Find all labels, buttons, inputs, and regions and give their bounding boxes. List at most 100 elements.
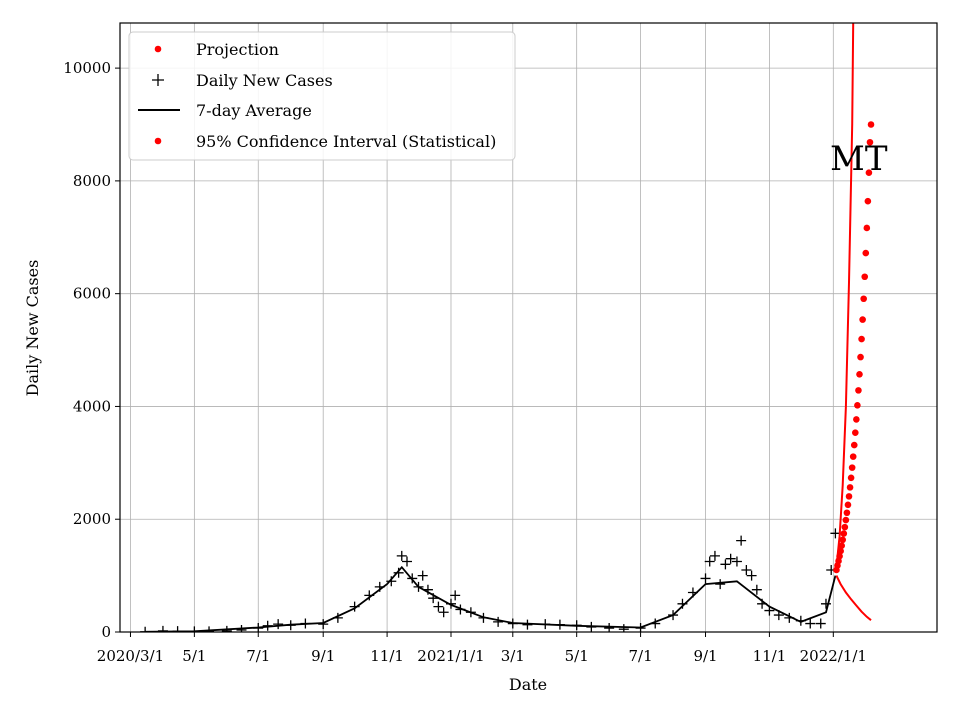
y-axis: 0 2000 4000 6000 8000 10000 [63,59,120,641]
projection-point [863,224,871,232]
daily-new-cases-point [172,626,183,632]
daily-new-cases-point [318,619,329,630]
projection-point [859,316,866,323]
y-tick-label: 0 [101,623,111,641]
x-tick-label: 11/1 [370,647,404,665]
projection-point [852,429,859,436]
daily-new-cases-point [300,618,311,629]
legend-label-projection: Projection [196,40,279,59]
x-tick-label: 9/1 [311,647,335,665]
x-tick-label: 2020/3/1 [97,647,164,665]
daily-new-cases-point [668,610,679,621]
y-tick-label: 6000 [73,285,111,303]
daily-new-cases-point [253,623,264,632]
legend-marker-daily-new-cases [152,74,164,86]
y-tick-label: 2000 [73,510,111,528]
projection-point [840,530,848,537]
x-tick-label: 5/1 [182,647,206,665]
daily-new-cases-point [773,610,784,621]
daily-new-cases-point [422,584,433,595]
projection-point [853,416,860,423]
x-tick-label: 3/1 [501,647,525,665]
legend-marker-confidence-interval [154,137,162,145]
projection-point [837,547,844,555]
projection-point [850,441,858,449]
daily-new-cases-point [157,625,168,632]
projection-point [845,493,853,500]
daily-new-cases-point [784,612,795,623]
daily-new-cases-point [417,570,428,581]
daily-new-cases-point [650,618,661,629]
daily-new-cases-point [374,581,385,592]
projection-point [843,509,851,517]
projection-point [846,484,854,491]
projection-point [856,371,863,378]
daily-new-cases-point [386,576,397,587]
x-tick-label: 5/1 [565,647,589,665]
projection-point [849,453,857,460]
projection-point [838,542,845,550]
daily-new-cases-point [393,567,404,578]
confidence-lower-line [835,575,872,621]
daily-new-cases-point [751,584,762,595]
projection-point [847,474,855,482]
legend-label-confidence-interval: 95% Confidence Interval (Statistical) [196,132,496,151]
daily-new-cases-point [450,590,461,601]
daily-new-cases-point [815,618,826,629]
projection-point [858,335,865,343]
projection-point [866,138,874,146]
daily-new-cases-point [709,550,720,561]
projection-point [839,536,847,544]
daily-new-cases-point [433,601,444,612]
projection-point [861,273,869,281]
x-axis-label: Date [509,675,547,694]
legend-box [128,31,516,161]
daily-new-cases-point [715,579,726,590]
projection-point [860,295,867,303]
daily-new-cases-point [805,618,816,629]
daily-new-cases-point [635,623,646,632]
legend: Projection Daily New Cases 7-day Average… [128,31,516,161]
projection-point [867,121,875,128]
daily-new-cases-point [571,620,582,631]
plot-frame [119,22,938,633]
projection-point [857,353,864,361]
projection-point [842,516,850,524]
daily-new-cases-point [700,573,711,584]
daily-new-cases-point [396,550,407,561]
daily-new-cases-point [236,625,247,632]
daily-new-cases-point [687,587,698,598]
daily-new-cases-point [262,620,273,631]
projection-point [841,523,849,531]
projection-point [848,464,856,471]
daily-new-cases-point [586,621,597,632]
projection-point [854,402,861,409]
x-tick-label: 9/1 [693,647,717,665]
legend-label-daily-new-cases: Daily New Cases [196,71,333,90]
x-tick-label: 2022/1/1 [800,647,867,665]
daily-new-cases-point [540,619,551,630]
x-tick-label: 7/1 [629,647,653,665]
y-tick-label: 10000 [63,59,111,77]
daily-new-cases-point [204,626,215,632]
projection-point [862,249,870,257]
x-tick-label: 7/1 [246,647,270,665]
daily-new-cases-point [604,623,615,632]
daily-new-cases-point [413,581,424,592]
daily-new-cases-point [720,559,731,570]
daily-new-cases-point [478,612,489,623]
daily-new-cases-point [285,620,296,631]
projection-point [865,169,873,177]
projection-point [836,552,843,560]
daily-new-cases-point [830,528,841,539]
daily-new-cases-point [445,598,456,609]
x-tick-label: 11/1 [753,647,787,665]
x-axis: 2020/3/1 5/1 7/1 9/1 11/1 2021/1/1 3/1 5/1 7/1 9/… [97,632,867,665]
daily-new-cases-point [677,598,688,609]
daily-new-cases-point [507,618,518,629]
daily-new-cases-point [764,605,775,616]
confidence-upper-line [835,23,855,568]
daily-new-cases-point [522,619,533,630]
daily-new-cases-point [746,570,757,581]
